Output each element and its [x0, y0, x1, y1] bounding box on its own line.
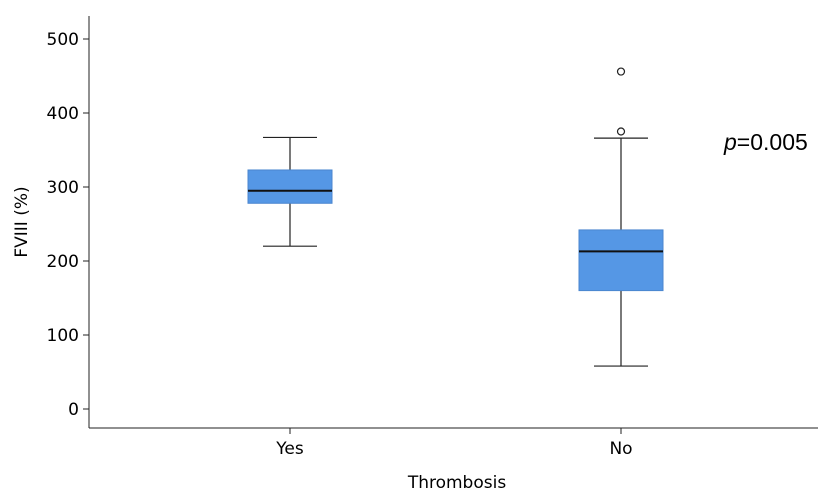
box-no [578, 67, 664, 367]
y-tick-label: 500 [47, 30, 79, 50]
x-axis-title: Thrombosis [407, 473, 507, 492]
p-value-annotation: p=0.005 [723, 129, 808, 155]
outlier-point [616, 67, 626, 76]
outlier-point [616, 127, 626, 136]
x-tick-label: No [609, 439, 632, 459]
x-ticks: Yes No [275, 428, 633, 459]
p-value-symbol: p [723, 129, 737, 155]
box-yes [247, 136, 333, 247]
y-ticks: 0 100 200 300 400 500 [47, 30, 89, 420]
y-tick-label: 300 [47, 178, 79, 198]
boxes [247, 67, 664, 367]
y-tick-label: 200 [47, 252, 79, 272]
axes [88, 16, 818, 429]
x-tick-label: Yes [275, 439, 304, 459]
p-value-number: =0.005 [737, 129, 808, 155]
y-tick-label: 100 [47, 326, 79, 346]
y-tick-label: 400 [47, 104, 79, 124]
y-tick-label: 0 [68, 400, 79, 420]
iqr-box [578, 229, 664, 292]
y-axis-title: FVIII (%) [12, 186, 32, 257]
iqr-box [247, 169, 333, 204]
